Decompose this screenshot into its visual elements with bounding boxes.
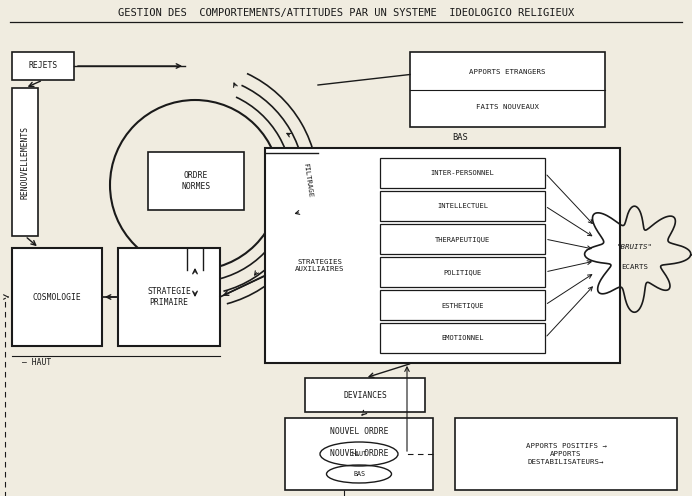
FancyBboxPatch shape (380, 290, 545, 320)
Text: INTELLECTUEL: INTELLECTUEL (437, 203, 488, 209)
FancyBboxPatch shape (148, 152, 244, 210)
FancyBboxPatch shape (285, 418, 433, 490)
FancyBboxPatch shape (12, 52, 74, 80)
FancyBboxPatch shape (12, 248, 102, 346)
Text: COSMOLOGIE: COSMOLOGIE (33, 293, 82, 302)
Text: STRATEGIE
PRIMAIRE: STRATEGIE PRIMAIRE (147, 287, 191, 308)
Text: STRATEGIES
AUXILIAIRES: STRATEGIES AUXILIAIRES (295, 259, 345, 272)
Text: ESTHETIQUE: ESTHETIQUE (441, 302, 484, 308)
Text: APPORTS POSITIFS →
APPORTS
DESTABILISATEURS→: APPORTS POSITIFS → APPORTS DESTABILISATE… (525, 443, 606, 465)
Text: ECARTS: ECARTS (621, 264, 648, 270)
FancyBboxPatch shape (380, 257, 545, 287)
Text: APPORTS ETRANGERS: APPORTS ETRANGERS (469, 69, 546, 75)
FancyBboxPatch shape (118, 248, 220, 346)
Text: HAUT: HAUT (351, 451, 367, 457)
Text: POLITIQUE: POLITIQUE (444, 269, 482, 275)
Text: BAS: BAS (453, 133, 468, 142)
Text: NOUVEL ORDRE: NOUVEL ORDRE (330, 449, 388, 458)
FancyBboxPatch shape (380, 158, 545, 188)
FancyBboxPatch shape (410, 52, 605, 127)
Text: DEVIANCES: DEVIANCES (343, 390, 387, 399)
FancyBboxPatch shape (380, 191, 545, 221)
Text: THERAPEUTIQUE: THERAPEUTIQUE (435, 236, 490, 242)
Text: ORDRE
NORMES: ORDRE NORMES (181, 171, 210, 191)
FancyBboxPatch shape (265, 148, 620, 363)
Text: FAITS NOUVEAUX: FAITS NOUVEAUX (476, 104, 539, 110)
Text: NOUVEL ORDRE: NOUVEL ORDRE (330, 428, 388, 436)
Text: REJETS: REJETS (28, 62, 57, 70)
FancyBboxPatch shape (305, 378, 425, 412)
FancyBboxPatch shape (12, 88, 38, 236)
FancyBboxPatch shape (455, 418, 677, 490)
Text: FILTRAGE: FILTRAGE (302, 162, 313, 198)
Text: GESTION DES  COMPORTEMENTS/ATTITUDES PAR UN SYSTEME  IDEOLOGICO RELIGIEUX: GESTION DES COMPORTEMENTS/ATTITUDES PAR … (118, 8, 574, 18)
Text: INTER-PERSONNEL: INTER-PERSONNEL (430, 170, 494, 176)
Text: "BRUITS": "BRUITS" (617, 244, 653, 250)
FancyBboxPatch shape (380, 323, 545, 353)
Text: RENOUVELLEMENTS: RENOUVELLEMENTS (21, 125, 30, 198)
Text: EMOTIONNEL: EMOTIONNEL (441, 335, 484, 341)
FancyBboxPatch shape (380, 224, 545, 254)
Text: BAS: BAS (353, 471, 365, 477)
Text: — HAUT: — HAUT (22, 358, 51, 367)
